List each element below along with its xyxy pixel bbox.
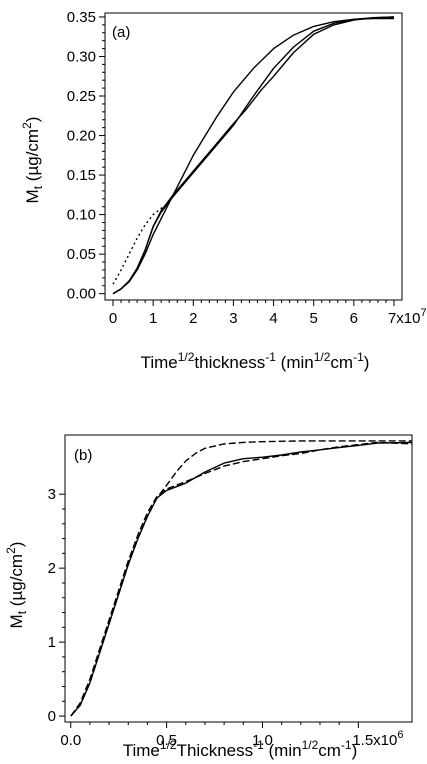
y-tick-label-b: 0 [48,708,56,725]
x-tick-label-a: 4 [269,310,277,327]
x-tick-label-a: 1 [149,310,157,327]
series-line-b-3 [70,441,413,717]
y-tick-label-a: 0.15 [67,167,96,184]
panel-b: (b) 0 1 2 3 0.0 0.5 1.0 1.5x106 Mt (µg/cm2) Ti… [4,434,413,760]
x-tick-label-b: 0.5 [156,732,177,749]
y-axis-ticks-b: 0 1 2 3 [48,486,65,725]
series-line-b-1 [70,440,412,717]
x-tick-label-b: 1.5x106 [352,729,403,749]
x-axis-ticks-b: 0.0 0.5 1.0 1.5x106 [60,722,403,749]
y-tick-label-a: 0.30 [67,48,96,65]
y-tick-label-a: 0.20 [67,128,96,145]
x-tick-label-b: 1.0 [252,732,273,749]
series-line-a-3 [112,16,395,295]
series-group-b [70,440,413,717]
series-line-a-4 [112,202,170,285]
plot-frame-a [104,12,403,301]
x-tick-label-a: 2 [189,310,197,327]
plot-frame-b [64,434,413,723]
y-tick-label-a: 0.25 [67,88,96,105]
panel-label-b: (b) [74,447,92,464]
x-axis-label-a: Time1/2thickness-1 (min1/2cm-1) [141,350,370,372]
y-tick-label-a: 0.05 [67,246,96,263]
panel-a: (a) 0.00 0.05 0.10 0.15 0.20 0.25 0.30 0.35 0 1 2… [20,9,427,372]
y-tick-label-b: 3 [48,486,56,503]
y-tick-label-b: 1 [48,634,56,651]
x-tick-label-a: 3 [229,310,237,327]
x-tick-label-b: 0.0 [60,732,81,749]
panel-label-a: (a) [112,24,130,41]
y-tick-label-a: 0.35 [67,9,96,26]
x-tick-label-a: 0 [109,310,117,327]
y-tick-label-b: 2 [48,560,56,577]
x-axis-label-b: Time1/2Thickness-1 (min1/2cm-1) [123,738,358,760]
series-line-a-1 [112,17,394,295]
y-axis-label-b: Mt (µg/cm2) [4,542,29,629]
y-axis-ticks-a: 0.00 0.05 0.10 0.15 0.20 0.25 0.30 0.35 [67,9,105,303]
y-tick-label-a: 0.00 [67,286,96,303]
x-axis-ticks-a: 0 1 2 3 4 5 6 7x107 [109,300,427,327]
x-tick-label-a: 7x107 [388,307,427,327]
y-tick-label-a: 0.10 [67,207,96,224]
series-line-a-2 [112,16,395,295]
series-group-a [112,16,395,295]
y-axis-label-a: Mt (µg/cm2) [20,117,45,204]
x-tick-label-a: 5 [310,310,318,327]
x-tick-label-a: 6 [350,310,358,327]
